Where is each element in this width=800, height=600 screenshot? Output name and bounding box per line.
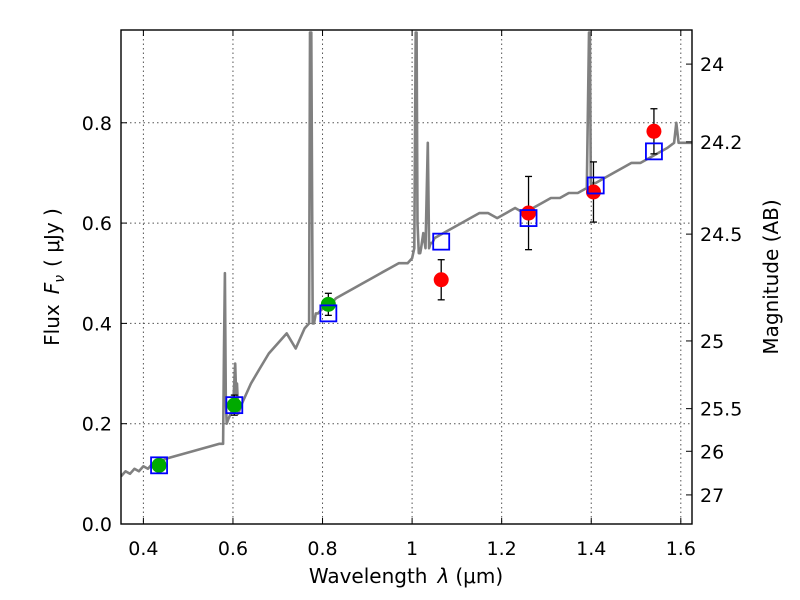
- y2-tick-label: 24.5: [700, 224, 742, 246]
- y-tick-label: 0.2: [82, 414, 112, 436]
- x-tick-label: 0.4: [128, 538, 158, 560]
- model-photometry-point: [519, 209, 538, 227]
- x-tick-label: 0.8: [307, 538, 337, 560]
- observed-point: [521, 205, 537, 221]
- x-axis-label: Wavelength λ (μm): [309, 564, 503, 588]
- y2-axis-label: Magnitude (AB): [759, 199, 783, 354]
- y-axis-label: FluxFν( μJy ): [40, 208, 68, 346]
- grid-layer: [121, 30, 692, 524]
- plot-frame: [120, 29, 693, 525]
- observed-point: [226, 397, 242, 413]
- y2-tick-label: 26: [700, 441, 724, 463]
- y2-tick-label: 25: [700, 331, 724, 353]
- observed-point: [320, 296, 336, 312]
- y-tick-label: 0.4: [82, 313, 112, 335]
- observed-point: [646, 123, 662, 139]
- tick-layer: 0.4 0.6 0.8 1 1.2 1.4 1.6 0.0 0.2 0.4 0.6 0.8 24 24.2…: [82, 30, 742, 560]
- model-photometry-point: [645, 142, 663, 161]
- y-tick-label: 0.0: [82, 514, 112, 536]
- model-photometry-point: [432, 232, 451, 251]
- y-tick-label: 0.8: [82, 113, 112, 135]
- data-layer: [121, 31, 692, 478]
- y2-tick-label: 25.5: [700, 399, 742, 421]
- observed-point: [585, 184, 601, 200]
- x-tick-label: 0.6: [218, 538, 248, 560]
- model-photometry-point: [150, 456, 168, 475]
- sed-model-line: [121, 31, 692, 478]
- observed-point: [433, 272, 449, 288]
- y2-tick-label: 24: [700, 54, 724, 76]
- model-photometry-point: [225, 396, 244, 415]
- x-tick-label: 1.4: [576, 538, 606, 560]
- x-tick-label: 1.6: [666, 538, 696, 560]
- marker-layer: [150, 108, 663, 475]
- observed-point: [151, 457, 167, 473]
- y2-tick-label: 27: [700, 485, 724, 507]
- model-photometry-point: [319, 304, 338, 323]
- x-tick-label: 1: [406, 538, 418, 560]
- model-photometry-point: [586, 176, 605, 195]
- y-tick-label: 0.6: [82, 213, 112, 235]
- y2-tick-label: 24.2: [700, 132, 742, 154]
- x-tick-label: 1.2: [487, 538, 517, 560]
